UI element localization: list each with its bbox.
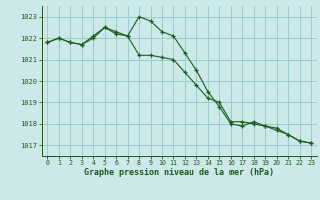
X-axis label: Graphe pression niveau de la mer (hPa): Graphe pression niveau de la mer (hPa) (84, 168, 274, 177)
